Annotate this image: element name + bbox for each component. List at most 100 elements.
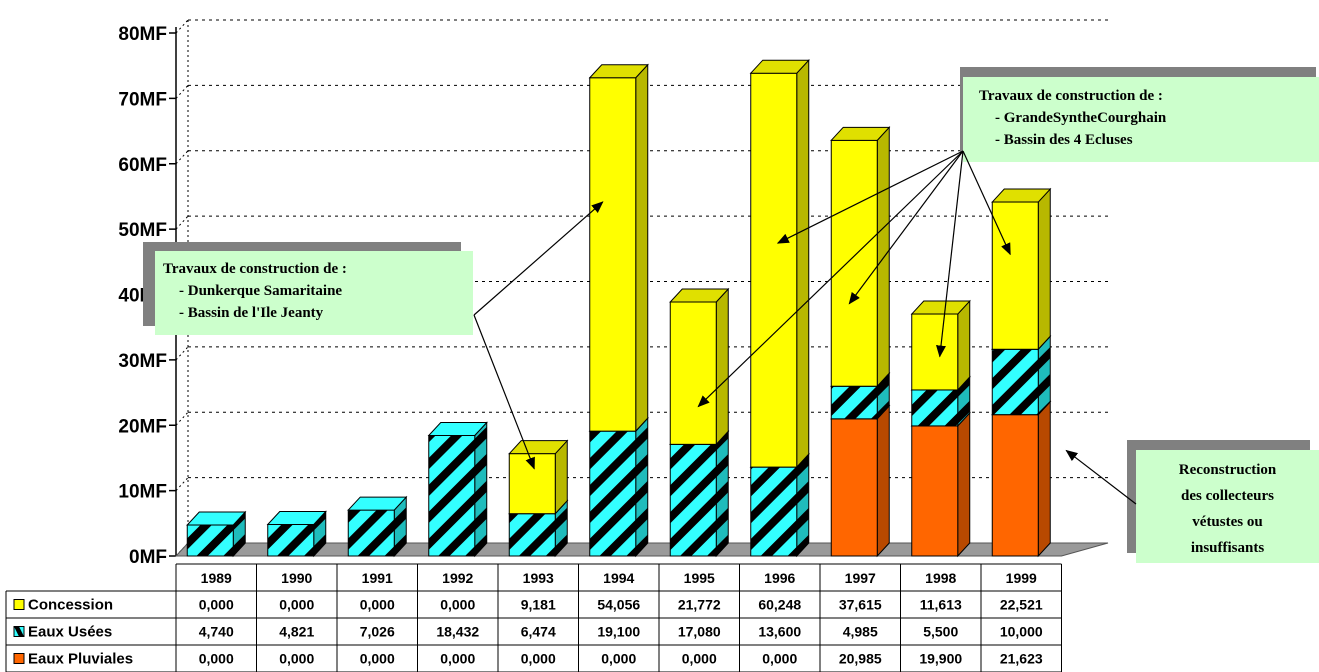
callout-arrow	[776, 150, 964, 244]
bar-stack-1992	[427, 421, 488, 558]
bar-stack-1991	[347, 495, 408, 558]
bar-stack-1996	[749, 58, 810, 558]
bar-concession-1997-side	[876, 126, 890, 388]
data-label: 4,821	[279, 624, 314, 640]
data-label: 0,000	[279, 651, 314, 667]
data-label: 0,000	[199, 597, 234, 613]
bar-eaux-pluviales-1999	[991, 414, 1039, 557]
data-label: 0,000	[762, 651, 797, 667]
callout-box	[963, 77, 1319, 162]
bar-eaux-usees-1990	[267, 523, 315, 557]
bar-concession-1996-side	[796, 58, 810, 469]
bar-eaux-usees-1997	[830, 385, 878, 420]
bar-stack-1998	[910, 299, 971, 558]
data-label: 0,000	[682, 651, 717, 667]
callout-box	[1136, 450, 1319, 563]
callout-text: Travaux de construction de :	[979, 88, 1163, 104]
bar-stack-1999	[991, 187, 1052, 558]
category-label: 1989	[201, 570, 232, 586]
bar-eaux-usees-1991	[347, 509, 395, 557]
category-label: 1999	[1006, 570, 1037, 586]
y-axis-tick-label: 60MF	[118, 155, 167, 176]
y-axis-tick-label: 80MF	[118, 24, 167, 45]
bar-eaux-usees-1990-top	[266, 510, 327, 525]
legend-swatch-stripe	[14, 626, 24, 637]
data-label: 0,000	[279, 597, 314, 613]
category-label: 1997	[845, 570, 876, 586]
bar-eaux-usees-1994-side	[635, 416, 649, 558]
bar-stack-1993	[508, 439, 569, 558]
callout-arrow	[473, 201, 604, 316]
callout-text: - GrandeSyntheCourghain	[995, 110, 1167, 126]
callout-text: des collecteurs	[1181, 488, 1274, 504]
callout-arrow	[473, 314, 535, 470]
gridline-depth	[175, 85, 189, 99]
bar-eaux-usees-1998	[911, 389, 959, 427]
gridline-depth	[175, 346, 189, 361]
data-label: 7,026	[360, 624, 395, 640]
category-label: 1996	[764, 570, 795, 586]
bar-concession-1998-side	[957, 299, 971, 392]
bar-eaux-usees-1993	[508, 513, 556, 557]
bar-concession-1995-top	[669, 288, 730, 303]
legend-label: Concession	[28, 597, 113, 614]
bar-concession-1999-top	[991, 188, 1052, 203]
bar-eaux-pluviales-1997-side	[876, 404, 890, 558]
data-label: 54,056	[597, 597, 640, 613]
bar-eaux-pluviales-1997	[830, 418, 878, 557]
data-label: 60,248	[758, 597, 801, 613]
data-label: 0,000	[199, 651, 234, 667]
callout-arrow	[962, 150, 1011, 256]
callout-text: Travaux de construction de :	[163, 261, 347, 277]
bar-stack-1990	[266, 510, 327, 558]
data-label: 20,985	[839, 651, 882, 667]
bar-eaux-usees-1989-top	[186, 511, 247, 526]
bar-concession-1999	[991, 201, 1039, 350]
data-label: 11,613	[920, 597, 962, 613]
data-label: 6,474	[521, 624, 556, 640]
data-label: 9,181	[521, 597, 556, 613]
data-label: 19,900	[919, 651, 962, 667]
callout-text: Reconstruction	[1179, 462, 1277, 478]
data-label: 4,985	[843, 624, 878, 640]
data-label: 0,000	[601, 651, 636, 667]
callout-text: vétustes ou	[1192, 514, 1262, 530]
bar-concession-1995	[669, 301, 717, 445]
bar-eaux-usees-1992-side	[474, 421, 488, 558]
data-label: 17,080	[678, 624, 721, 640]
callout-arrow	[697, 150, 964, 408]
callout-arrow	[1065, 449, 1137, 505]
bar-eaux-pluviales-1998	[911, 425, 959, 557]
callout-arrow	[936, 150, 964, 358]
data-label: 0,000	[440, 651, 475, 667]
note-bottom-right: Reconstruction des collecteurs vétustes ou…	[1065, 440, 1319, 563]
bar-concession-1996-top	[749, 59, 810, 74]
data-label: 4,740	[199, 624, 234, 640]
category-label: 1992	[442, 570, 473, 586]
bar-concession-1998-top	[910, 300, 971, 315]
data-label: 5,500	[923, 624, 958, 640]
bar-eaux-pluviales-1998-side	[957, 411, 971, 558]
note-left: Travaux de construction de : - Dunkerque …	[143, 201, 604, 470]
category-label: 1995	[684, 570, 715, 586]
data-label: 18,432	[436, 624, 479, 640]
bar-eaux-usees-1996	[750, 466, 798, 557]
annotations: Travaux de construction de : - Dunkerque …	[143, 67, 1319, 563]
bar-concession-1994	[589, 77, 637, 432]
data-label: 37,615	[839, 597, 882, 613]
bar-concession-1995-side	[715, 287, 729, 446]
bar-eaux-usees-1995	[669, 443, 717, 557]
callout-text: insuffisants	[1191, 540, 1265, 556]
bar-concession-1999-side	[1037, 187, 1051, 351]
bar-eaux-usees-1989	[186, 524, 234, 557]
note-right: Travaux de construction de : - GrandeSynt…	[697, 67, 1319, 408]
legend-swatch	[13, 653, 25, 664]
data-label: 0,000	[440, 597, 475, 613]
bar-eaux-usees-1991-top	[347, 496, 408, 511]
category-label: 1998	[925, 570, 956, 586]
bar-concession-1997	[830, 139, 878, 387]
y-axis-tick-label: 10MF	[118, 482, 167, 503]
gridline-depth	[175, 19, 189, 34]
y-axis-tick-label: 20MF	[118, 416, 167, 437]
